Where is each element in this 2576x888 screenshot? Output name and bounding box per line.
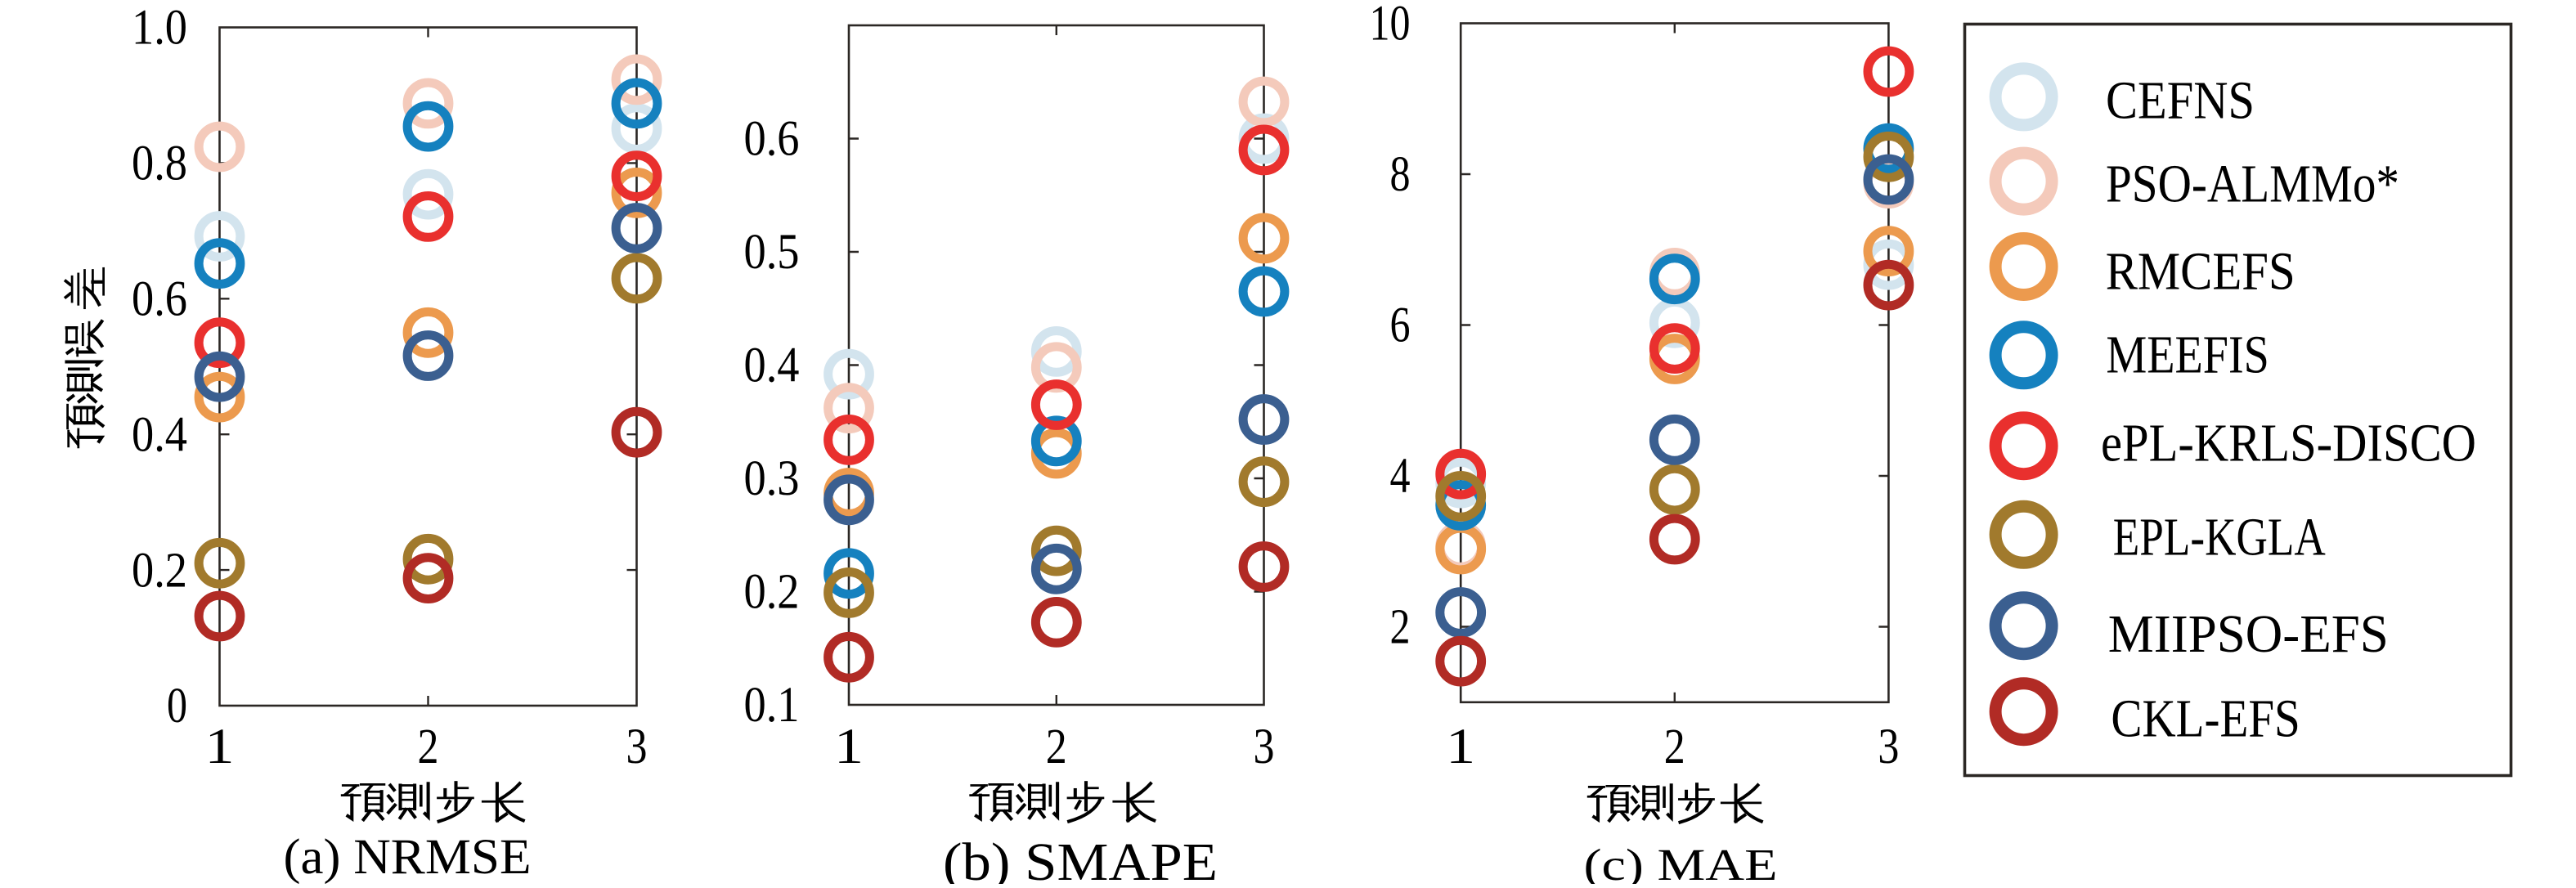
svg-text:8: 8 xyxy=(1390,147,1411,202)
svg-text:0.4: 0.4 xyxy=(744,339,800,393)
svg-text:0: 0 xyxy=(167,679,187,733)
svg-text:0.6: 0.6 xyxy=(132,272,187,327)
svg-text:2: 2 xyxy=(1390,600,1411,655)
svg-text:1: 1 xyxy=(1446,720,1475,774)
svg-text:0.3: 0.3 xyxy=(744,451,800,506)
svg-text:2: 2 xyxy=(1664,720,1685,774)
svg-text:(a) NRMSE: (a) NRMSE xyxy=(284,830,532,884)
svg-text:0.2: 0.2 xyxy=(744,565,800,620)
svg-text:(b) SMAPE: (b) SMAPE xyxy=(943,832,1218,884)
svg-text:PSO-ALMMo*: PSO-ALMMo* xyxy=(2106,154,2399,213)
svg-text:3: 3 xyxy=(626,720,648,774)
svg-text:0.5: 0.5 xyxy=(744,225,800,280)
svg-text:0.4: 0.4 xyxy=(132,407,187,462)
svg-text:MIIPSO-EFS: MIIPSO-EFS xyxy=(2108,604,2389,664)
svg-text:4: 4 xyxy=(1390,449,1411,504)
svg-text:3: 3 xyxy=(1254,720,1275,774)
svg-text:EPL-KGLA: EPL-KGLA xyxy=(2113,508,2326,567)
svg-text:0.2: 0.2 xyxy=(132,543,187,598)
svg-text:CKL-EFS: CKL-EFS xyxy=(2111,688,2300,748)
svg-text:MEEFIS: MEEFIS xyxy=(2106,325,2269,384)
svg-text:3: 3 xyxy=(1878,720,1899,774)
svg-text:0.8: 0.8 xyxy=(132,137,187,191)
svg-text:(c) MAE: (c) MAE xyxy=(1584,840,1778,884)
svg-text:2: 2 xyxy=(418,720,439,774)
svg-text:1: 1 xyxy=(834,720,864,774)
svg-text:1.0: 1.0 xyxy=(132,1,187,56)
svg-text:0.1: 0.1 xyxy=(744,678,800,733)
svg-text:6: 6 xyxy=(1390,298,1411,353)
svg-text:2: 2 xyxy=(1046,720,1067,774)
svg-text:1: 1 xyxy=(205,720,235,774)
svg-text:CEFNS: CEFNS xyxy=(2106,71,2255,131)
svg-text:0.6: 0.6 xyxy=(744,112,800,167)
svg-text:10: 10 xyxy=(1370,0,1411,52)
svg-text:RMCEFS: RMCEFS xyxy=(2106,242,2296,302)
svg-text:ePL-KRLS-DISCO: ePL-KRLS-DISCO xyxy=(2101,413,2476,473)
